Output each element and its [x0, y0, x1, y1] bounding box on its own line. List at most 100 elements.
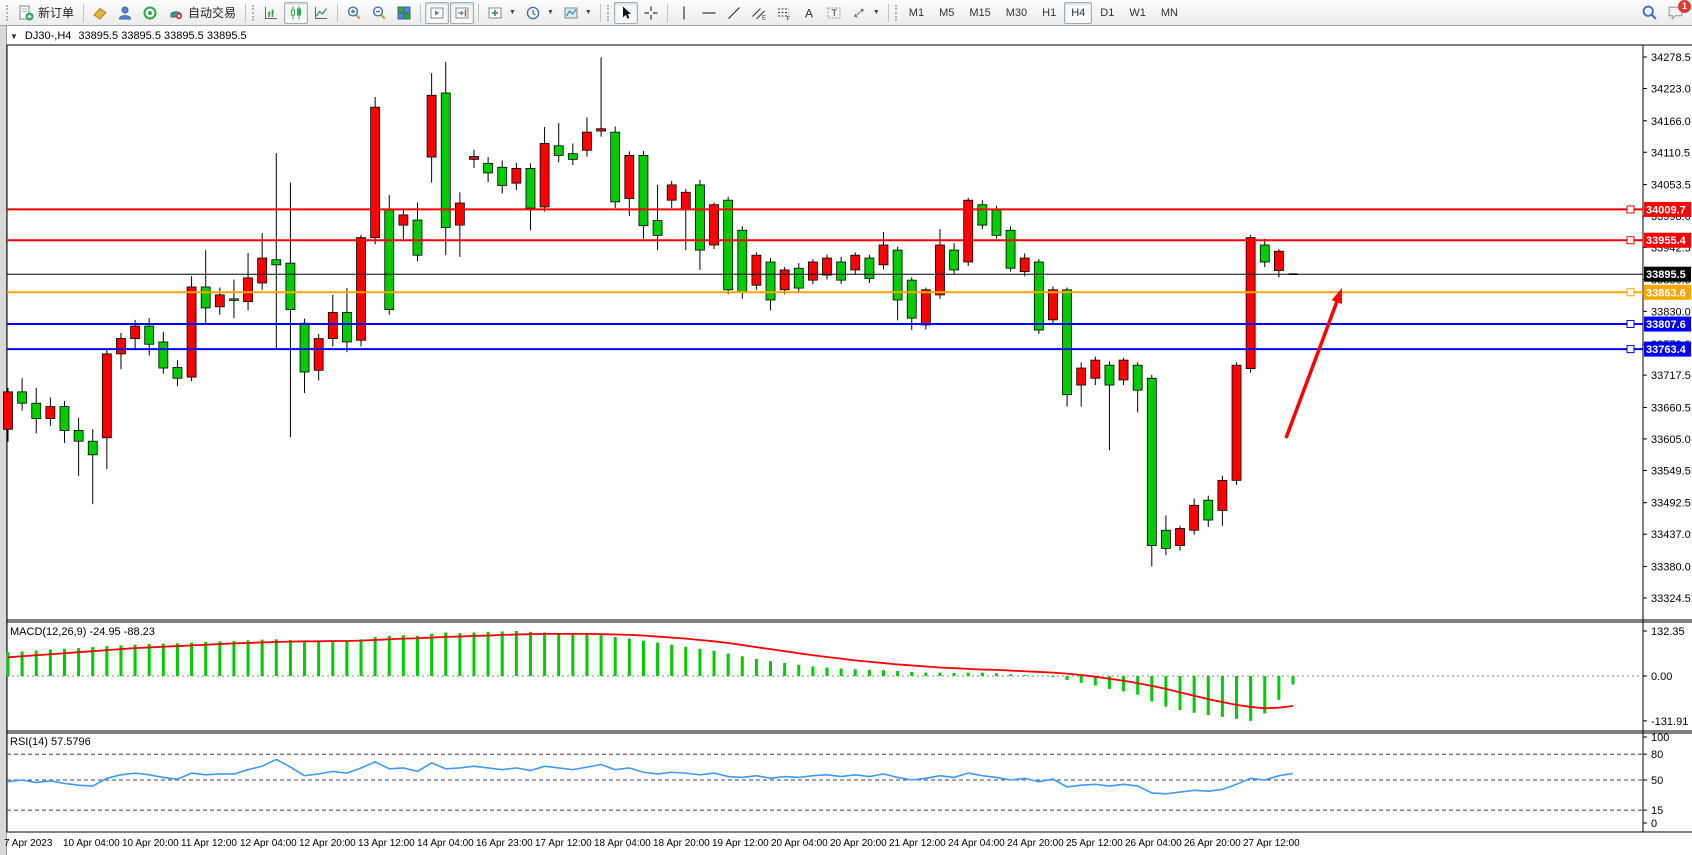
- candle-body: [285, 262, 296, 311]
- toolbar-grip[interactable]: [6, 4, 8, 21]
- candle-body: [807, 261, 818, 281]
- equidistant-channel-button[interactable]: E: [747, 2, 771, 24]
- timeframe-mn-button[interactable]: MN: [1154, 2, 1185, 24]
- price-tag[interactable]: [1644, 201, 1691, 217]
- candle-body: [553, 145, 564, 156]
- line-chart-button[interactable]: [309, 2, 333, 24]
- candle-body: [1189, 504, 1200, 531]
- rsi-name: RSI(14): [10, 736, 48, 748]
- auto-trading-button[interactable]: 自动交易: [163, 2, 241, 24]
- macd-name: MACD(12,26,9): [10, 626, 87, 638]
- rsi-value: 57.5796: [50, 736, 91, 748]
- time-axis-label: 20 Apr 04:00: [771, 838, 828, 849]
- search-button[interactable]: [1637, 2, 1662, 24]
- market-watch-icon: [119, 6, 132, 19]
- notifications-button[interactable]: 1: [1663, 0, 1691, 24]
- price-tag[interactable]: [1644, 284, 1691, 300]
- line-handle[interactable]: [1626, 205, 1635, 214]
- toolbar: 新订单 自动交易: [0, 0, 1692, 26]
- candle-body: [963, 199, 974, 263]
- toolbar-separator: [83, 3, 85, 22]
- timeframe-h4-button[interactable]: H4: [1064, 1, 1093, 24]
- navigator-button[interactable]: [138, 2, 162, 24]
- price-tag[interactable]: [1644, 316, 1691, 332]
- toolbar-grip[interactable]: [894, 4, 897, 21]
- trendline-button[interactable]: [722, 2, 746, 24]
- time-axis-label: 21 Apr 12:00: [889, 838, 946, 849]
- candle-body: [582, 131, 592, 151]
- cursor-icon: [622, 6, 631, 19]
- time-axis[interactable]: 7 Apr 2023 10 Apr 04:0010 Apr 20:0011 Apr…: [4, 838, 1300, 849]
- svg-text:A: A: [805, 6, 813, 20]
- indicators-icon: [488, 7, 502, 18]
- chevron-down-icon: ▼: [546, 9, 554, 16]
- time-axis-label: 11 Apr 12:00: [181, 838, 237, 849]
- price-axis-label: 34053.5: [1651, 180, 1691, 192]
- timeframe-m5-button[interactable]: M5: [932, 2, 961, 24]
- candle-body: [1259, 244, 1270, 263]
- time-axis-label: 13 Apr 12:00: [358, 838, 415, 849]
- periods-button[interactable]: ▼: [521, 2, 558, 24]
- time-axis-label: 19 Apr 12:00: [712, 838, 769, 849]
- fibonacci-button[interactable]: F: [772, 2, 796, 24]
- auto-scroll-button[interactable]: [425, 1, 450, 24]
- text-button[interactable]: A: [797, 2, 821, 24]
- candle-body: [624, 154, 635, 199]
- candle-body: [652, 220, 663, 236]
- bar-chart-button[interactable]: [259, 2, 283, 24]
- horizontal-lines[interactable]: 34009.7 33955.4 33895.5 33863.6 33807.6 33763…: [7, 201, 1691, 357]
- timeframe-h1-button[interactable]: H1: [1035, 2, 1063, 24]
- market-watch-button[interactable]: [113, 2, 137, 24]
- indicators-button[interactable]: ▼: [483, 2, 520, 24]
- navigator-icon: [143, 6, 157, 19]
- chevron-down-icon: ▼: [872, 9, 880, 16]
- toolbar-grip[interactable]: [606, 4, 609, 21]
- templates-button[interactable]: ▼: [559, 2, 596, 24]
- zoom-in-button[interactable]: [342, 2, 366, 24]
- line-handle[interactable]: [1626, 288, 1635, 297]
- line-handle[interactable]: [1626, 320, 1635, 329]
- arrows-button[interactable]: ▼: [847, 2, 884, 24]
- line-handle[interactable]: [1626, 236, 1635, 245]
- macd-panel: [6, 631, 1643, 721]
- timeframe-d1-button[interactable]: D1: [1093, 2, 1121, 24]
- line-handle[interactable]: [1626, 345, 1635, 354]
- chart-menu-triangle-icon[interactable]: ▼: [10, 31, 18, 41]
- timeframe-m30-button[interactable]: M30: [999, 2, 1034, 24]
- crosshair-button[interactable]: [639, 2, 663, 24]
- vertical-line-button[interactable]: [672, 2, 696, 24]
- horizontal-line-button[interactable]: [697, 2, 721, 24]
- time-axis-label: 24 Apr 20:00: [1007, 838, 1064, 849]
- tile-windows-button[interactable]: [392, 2, 416, 24]
- price-axis-area[interactable]: [1643, 45, 1692, 832]
- price-tag[interactable]: [1644, 341, 1691, 357]
- candle-body: [1175, 528, 1185, 546]
- candlestick-chart-button[interactable]: [284, 1, 309, 24]
- chart-shift-button[interactable]: [450, 1, 475, 24]
- candles: [3, 57, 1298, 567]
- price-tag[interactable]: [1644, 266, 1691, 282]
- price-axis-label: 33830.0: [1651, 306, 1691, 318]
- new-order-button[interactable]: 新订单: [13, 2, 79, 24]
- zoom-out-button[interactable]: [367, 2, 391, 24]
- toolbar-grip[interactable]: [252, 4, 255, 21]
- time-axis-area[interactable]: [7, 832, 1692, 855]
- time-axis-label: 20 Apr 20:00: [830, 838, 887, 849]
- text-label-button[interactable]: T: [822, 2, 846, 24]
- cursor-button[interactable]: [613, 1, 638, 24]
- chart-plot-area[interactable]: [7, 45, 1643, 620]
- chevron-down-icon: ▼: [509, 9, 516, 16]
- price-tag[interactable]: [1644, 232, 1691, 248]
- candle-body: [1245, 237, 1256, 370]
- charts-button[interactable]: [88, 2, 112, 24]
- chart-canvas[interactable]: 34278.534223.034166.034110.534053.533998…: [0, 26, 1692, 855]
- candle-body: [793, 267, 804, 289]
- trendline-icon: [727, 6, 740, 19]
- price-axis-label: 33660.5: [1651, 402, 1691, 414]
- candle-body: [73, 430, 84, 442]
- trend-arrow-annotation[interactable]: [1284, 288, 1342, 439]
- timeframe-m1-button[interactable]: M1: [902, 2, 931, 24]
- timeframe-w1-button[interactable]: W1: [1122, 2, 1153, 24]
- timeframe-m15-button[interactable]: M15: [962, 2, 997, 24]
- rsi-axis-label: 15: [1651, 805, 1663, 817]
